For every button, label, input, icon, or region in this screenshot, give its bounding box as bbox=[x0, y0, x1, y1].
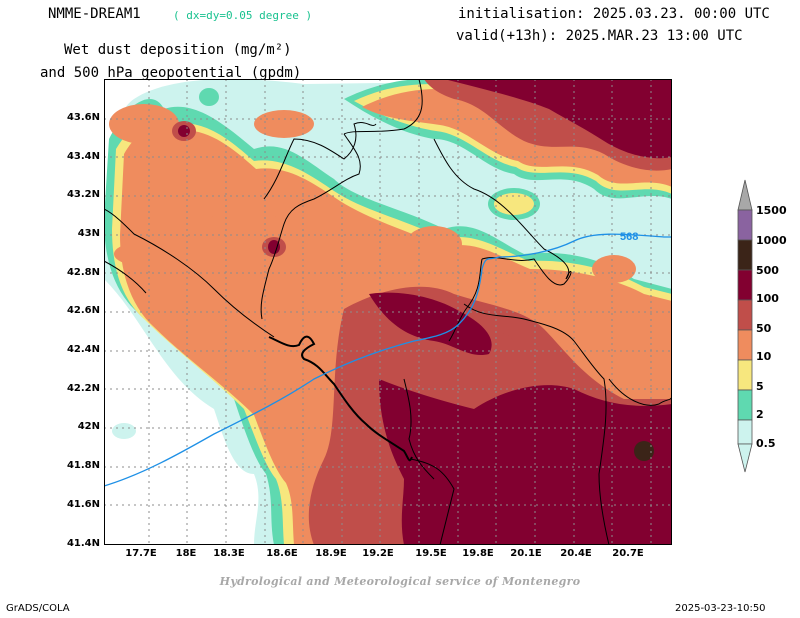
model-grid-resolution: ( dx=dy=0.05 degree ) bbox=[173, 9, 313, 22]
legend-label: 500 bbox=[756, 264, 779, 277]
legend-label: 2 bbox=[756, 408, 764, 421]
render-timestamp: 2025-03-23-10:50 bbox=[675, 603, 766, 614]
model-name: NMME-DREAM1 bbox=[48, 6, 141, 22]
legend-cap-top bbox=[737, 179, 753, 211]
lon-tick-label: 17.7E bbox=[125, 548, 157, 559]
lat-tick-label: 42N bbox=[77, 421, 100, 432]
contour-label: 568 bbox=[620, 231, 638, 243]
legend-label: 50 bbox=[756, 322, 772, 335]
legend-label: 0.5 bbox=[756, 437, 776, 450]
legend-swatch bbox=[737, 239, 753, 271]
lat-tick-label: 43.6N bbox=[66, 112, 100, 123]
lat-tick-label: 42.2N bbox=[66, 383, 100, 394]
lat-tick-label: 41.6N bbox=[66, 499, 100, 510]
lon-tick-label: 18.3E bbox=[213, 548, 245, 559]
legend-label: 100 bbox=[756, 292, 779, 305]
lat-tick-label: 43.4N bbox=[66, 151, 100, 162]
dust-deposition-map: 568 bbox=[104, 79, 672, 545]
legend-swatch bbox=[737, 209, 753, 241]
legend-cap-bottom bbox=[737, 443, 753, 473]
country-borders bbox=[104, 79, 672, 545]
lon-tick-label: 19.8E bbox=[462, 548, 494, 559]
legend-label: 1000 bbox=[756, 234, 787, 247]
lon-tick-label: 20.1E bbox=[510, 548, 542, 559]
lon-tick-label: 18.6E bbox=[266, 548, 298, 559]
legend-label: 1500 bbox=[756, 204, 787, 217]
montenegro-coastline bbox=[268, 335, 413, 462]
lon-tick-label: 19.2E bbox=[362, 548, 394, 559]
legend-swatch bbox=[737, 299, 753, 331]
field-500-1000 bbox=[634, 441, 654, 461]
legend-swatch bbox=[737, 419, 753, 445]
lon-tick-label: 18E bbox=[175, 548, 197, 559]
geopotential-568-contour bbox=[104, 233, 672, 487]
lon-tick-label: 19.5E bbox=[415, 548, 447, 559]
field-100-500 bbox=[178, 79, 672, 545]
valid-time: valid(+13h): 2025.MAR.23 13:00 UTC bbox=[456, 28, 743, 44]
lat-tick-label: 42.6N bbox=[66, 305, 100, 316]
legend-swatch bbox=[737, 329, 753, 361]
graticule bbox=[104, 79, 672, 545]
map-title-line1: Wet dust deposition (mg/m²) bbox=[64, 42, 292, 58]
software-credit: GrADS/COLA bbox=[6, 603, 70, 614]
map-frame bbox=[104, 79, 672, 545]
lon-tick-label: 20.4E bbox=[560, 548, 592, 559]
map-title-line2: and 500 hPa geopotential (gpdm) bbox=[40, 65, 302, 81]
legend-label: 5 bbox=[756, 380, 764, 393]
legend-swatch bbox=[737, 269, 753, 301]
legend-swatch bbox=[737, 389, 753, 421]
lat-tick-label: 41.4N bbox=[66, 538, 100, 549]
legend-label: 10 bbox=[756, 350, 772, 363]
lat-tick-label: 43.2N bbox=[66, 189, 100, 200]
lon-tick-label: 20.7E bbox=[612, 548, 644, 559]
agency-credit: Hydrological and Meteorological service … bbox=[219, 575, 581, 588]
legend-colorbar bbox=[737, 179, 753, 473]
lat-tick-label: 42.4N bbox=[66, 344, 100, 355]
lat-tick-label: 43N bbox=[77, 228, 100, 239]
initialisation-time: initialisation: 2025.03.23. 00:00 UTC bbox=[458, 6, 770, 22]
lat-tick-label: 42.8N bbox=[66, 267, 100, 278]
lat-tick-label: 41.8N bbox=[66, 460, 100, 471]
legend-swatch bbox=[737, 359, 753, 391]
lon-tick-label: 18.9E bbox=[315, 548, 347, 559]
